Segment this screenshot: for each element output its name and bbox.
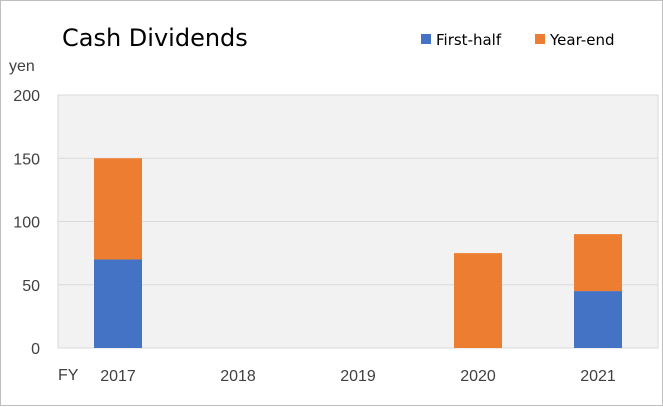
legend-label-year-end: Year-end xyxy=(549,31,614,49)
legend-label-first-half: First-half xyxy=(436,31,502,49)
bar-first-half-2021 xyxy=(574,291,622,348)
bar-year-end-2017 xyxy=(94,158,142,260)
x-axis-label: FY xyxy=(58,367,79,384)
y-axis-unit-label: yen xyxy=(9,58,35,75)
bar-year-end-2020 xyxy=(454,253,502,348)
y-tick-label-0: 0 xyxy=(31,341,40,358)
legend-swatch-first-half xyxy=(421,34,431,44)
y-tick-label-200: 200 xyxy=(13,88,40,105)
x-tick-label-2021: 2021 xyxy=(580,368,616,385)
x-tick-label-2019: 2019 xyxy=(340,368,376,385)
legend-swatch-year-end xyxy=(535,34,545,44)
x-tick-label-2020: 2020 xyxy=(460,368,496,385)
y-tick-label-100: 100 xyxy=(13,215,40,232)
chart-title: Cash Dividends xyxy=(62,24,248,52)
bar-year-end-2021 xyxy=(574,234,622,292)
x-tick-label-2017: 2017 xyxy=(100,368,136,385)
y-tick-label-150: 150 xyxy=(13,151,40,168)
y-tick-label-50: 50 xyxy=(22,278,40,295)
legend: First-half Year-end xyxy=(421,31,614,49)
bar-first-half-2017 xyxy=(94,259,142,348)
plot-area: 0 50 100 150 200 2017 2018 2019 2020 2021 xyxy=(13,88,659,385)
x-tick-label-2018: 2018 xyxy=(220,368,256,385)
